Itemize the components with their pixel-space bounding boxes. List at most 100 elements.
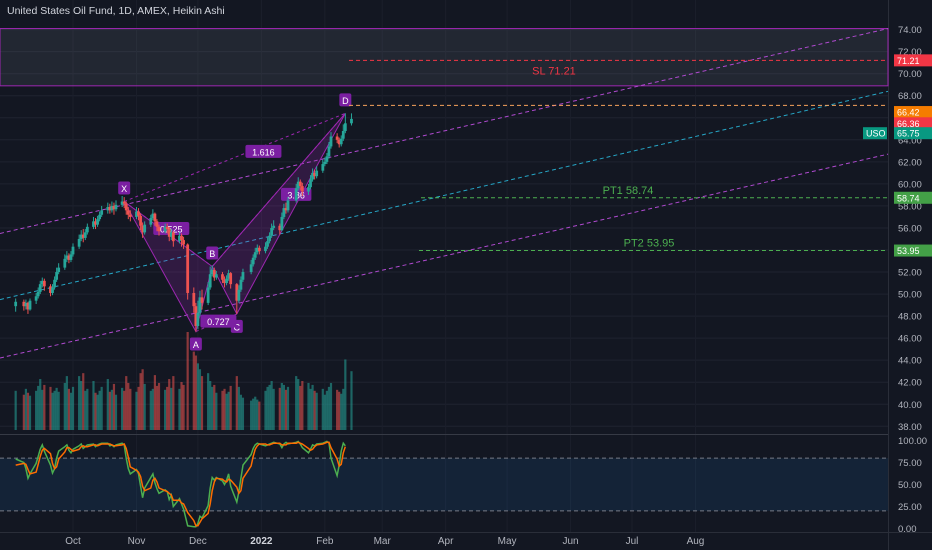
candle-body[interactable] (94, 221, 97, 225)
candle-body[interactable] (251, 257, 255, 265)
candle-body[interactable] (294, 188, 298, 201)
candle-body[interactable] (120, 201, 124, 205)
candle-body[interactable] (71, 246, 75, 255)
candle-body[interactable] (325, 156, 329, 162)
candle-body[interactable] (257, 247, 261, 252)
candle-body[interactable] (286, 200, 290, 211)
pattern-point-x-box[interactable] (118, 181, 131, 195)
candle-body[interactable] (208, 274, 212, 288)
candle-body[interactable] (110, 205, 114, 211)
candle-body[interactable] (235, 284, 239, 301)
candle-body[interactable] (92, 221, 95, 227)
candle-body[interactable] (227, 273, 231, 279)
pattern-ratio-box[interactable] (245, 144, 282, 158)
candle-body[interactable] (341, 130, 345, 139)
candle-body[interactable] (85, 226, 89, 233)
candle-body[interactable] (350, 118, 353, 124)
candle-body[interactable] (178, 235, 181, 242)
candle-body[interactable] (114, 204, 118, 210)
price-axis[interactable]: 74.0072.0070.0068.0066.0064.0062.0060.00… (863, 25, 932, 535)
candle-body[interactable] (38, 284, 42, 292)
candle-body[interactable] (229, 273, 233, 285)
candle-body[interactable] (343, 123, 347, 131)
candle-body[interactable] (28, 300, 32, 310)
candle-body[interactable] (69, 254, 73, 260)
candle-body[interactable] (253, 252, 257, 258)
candle-body[interactable] (272, 225, 276, 228)
candle-body[interactable] (79, 234, 83, 239)
candle-body[interactable] (323, 161, 327, 165)
candle-body[interactable] (163, 226, 167, 232)
candle-body[interactable] (210, 269, 214, 275)
candle-body[interactable] (100, 210, 104, 215)
candle-body[interactable] (298, 181, 302, 187)
candle-body[interactable] (315, 170, 319, 177)
candle-body[interactable] (65, 255, 69, 259)
candle-body[interactable] (268, 235, 271, 242)
candle-body[interactable] (157, 226, 161, 232)
candle-body[interactable] (63, 258, 67, 268)
candle-body[interactable] (124, 203, 128, 211)
candle-body[interactable] (51, 287, 54, 293)
candles[interactable] (14, 113, 353, 332)
candle-body[interactable] (34, 296, 38, 301)
stochastic-pane[interactable] (0, 440, 888, 528)
candle-body[interactable] (26, 302, 30, 310)
pattern-ratio-box[interactable] (200, 314, 237, 328)
candle-body[interactable] (212, 269, 216, 278)
candle-body[interactable] (169, 232, 173, 237)
candle-body[interactable] (300, 186, 304, 192)
candle-body[interactable] (309, 179, 312, 188)
candle-body[interactable] (239, 279, 243, 290)
candle-body[interactable] (180, 235, 183, 241)
candle-body[interactable] (83, 232, 87, 238)
candle-body[interactable] (36, 291, 40, 297)
candle-body[interactable] (112, 205, 116, 210)
price-tag-box[interactable] (894, 106, 932, 119)
candle-body[interactable] (282, 208, 286, 217)
candle-body[interactable] (296, 181, 300, 189)
candle-body[interactable] (135, 211, 138, 217)
candle-body[interactable] (200, 297, 204, 303)
price-tag-box[interactable] (894, 117, 932, 130)
candle-body[interactable] (143, 224, 147, 233)
candle-body[interactable] (167, 229, 171, 237)
channel-lower-line[interactable] (0, 153, 889, 359)
candle-body[interactable] (149, 218, 153, 225)
candle-body[interactable] (40, 280, 44, 285)
candle-body[interactable] (284, 208, 288, 211)
price-levels[interactable]: SL 71.21 PT1 58.74 PT2 53.95 (349, 59, 888, 252)
candle-body[interactable] (223, 279, 226, 284)
candle-body[interactable] (128, 214, 132, 217)
candle-body[interactable] (106, 207, 110, 211)
candle-body[interactable] (270, 227, 274, 236)
candle-body[interactable] (192, 292, 196, 307)
candle-body[interactable] (241, 272, 245, 280)
candle-body[interactable] (194, 306, 198, 327)
channel-mid-line[interactable] (0, 90, 889, 301)
candle-body[interactable] (141, 225, 145, 233)
candle-body[interactable] (335, 136, 339, 140)
candle-body[interactable] (24, 302, 28, 307)
candle-body[interactable] (165, 226, 169, 230)
sl-zone-box[interactable] (0, 28, 889, 87)
candle-body[interactable] (221, 274, 224, 280)
candle-body[interactable] (249, 264, 253, 273)
candle-body[interactable] (339, 138, 343, 145)
candle-body[interactable] (329, 136, 333, 147)
stoch-d-line[interactable] (15, 441, 347, 527)
candle-body[interactable] (22, 301, 26, 307)
candle-body[interactable] (49, 286, 52, 293)
candle-body[interactable] (311, 172, 314, 180)
candle-body[interactable] (153, 213, 157, 222)
candle-body[interactable] (237, 289, 241, 301)
candle-body[interactable] (96, 219, 99, 225)
candle-body[interactable] (57, 267, 61, 273)
candle-body[interactable] (214, 274, 218, 278)
candle-body[interactable] (278, 225, 282, 231)
candle-body[interactable] (225, 278, 228, 284)
bcd-triangle[interactable] (211, 113, 346, 315)
candle-body[interactable] (266, 241, 269, 247)
price-tag-box[interactable] (894, 244, 932, 257)
